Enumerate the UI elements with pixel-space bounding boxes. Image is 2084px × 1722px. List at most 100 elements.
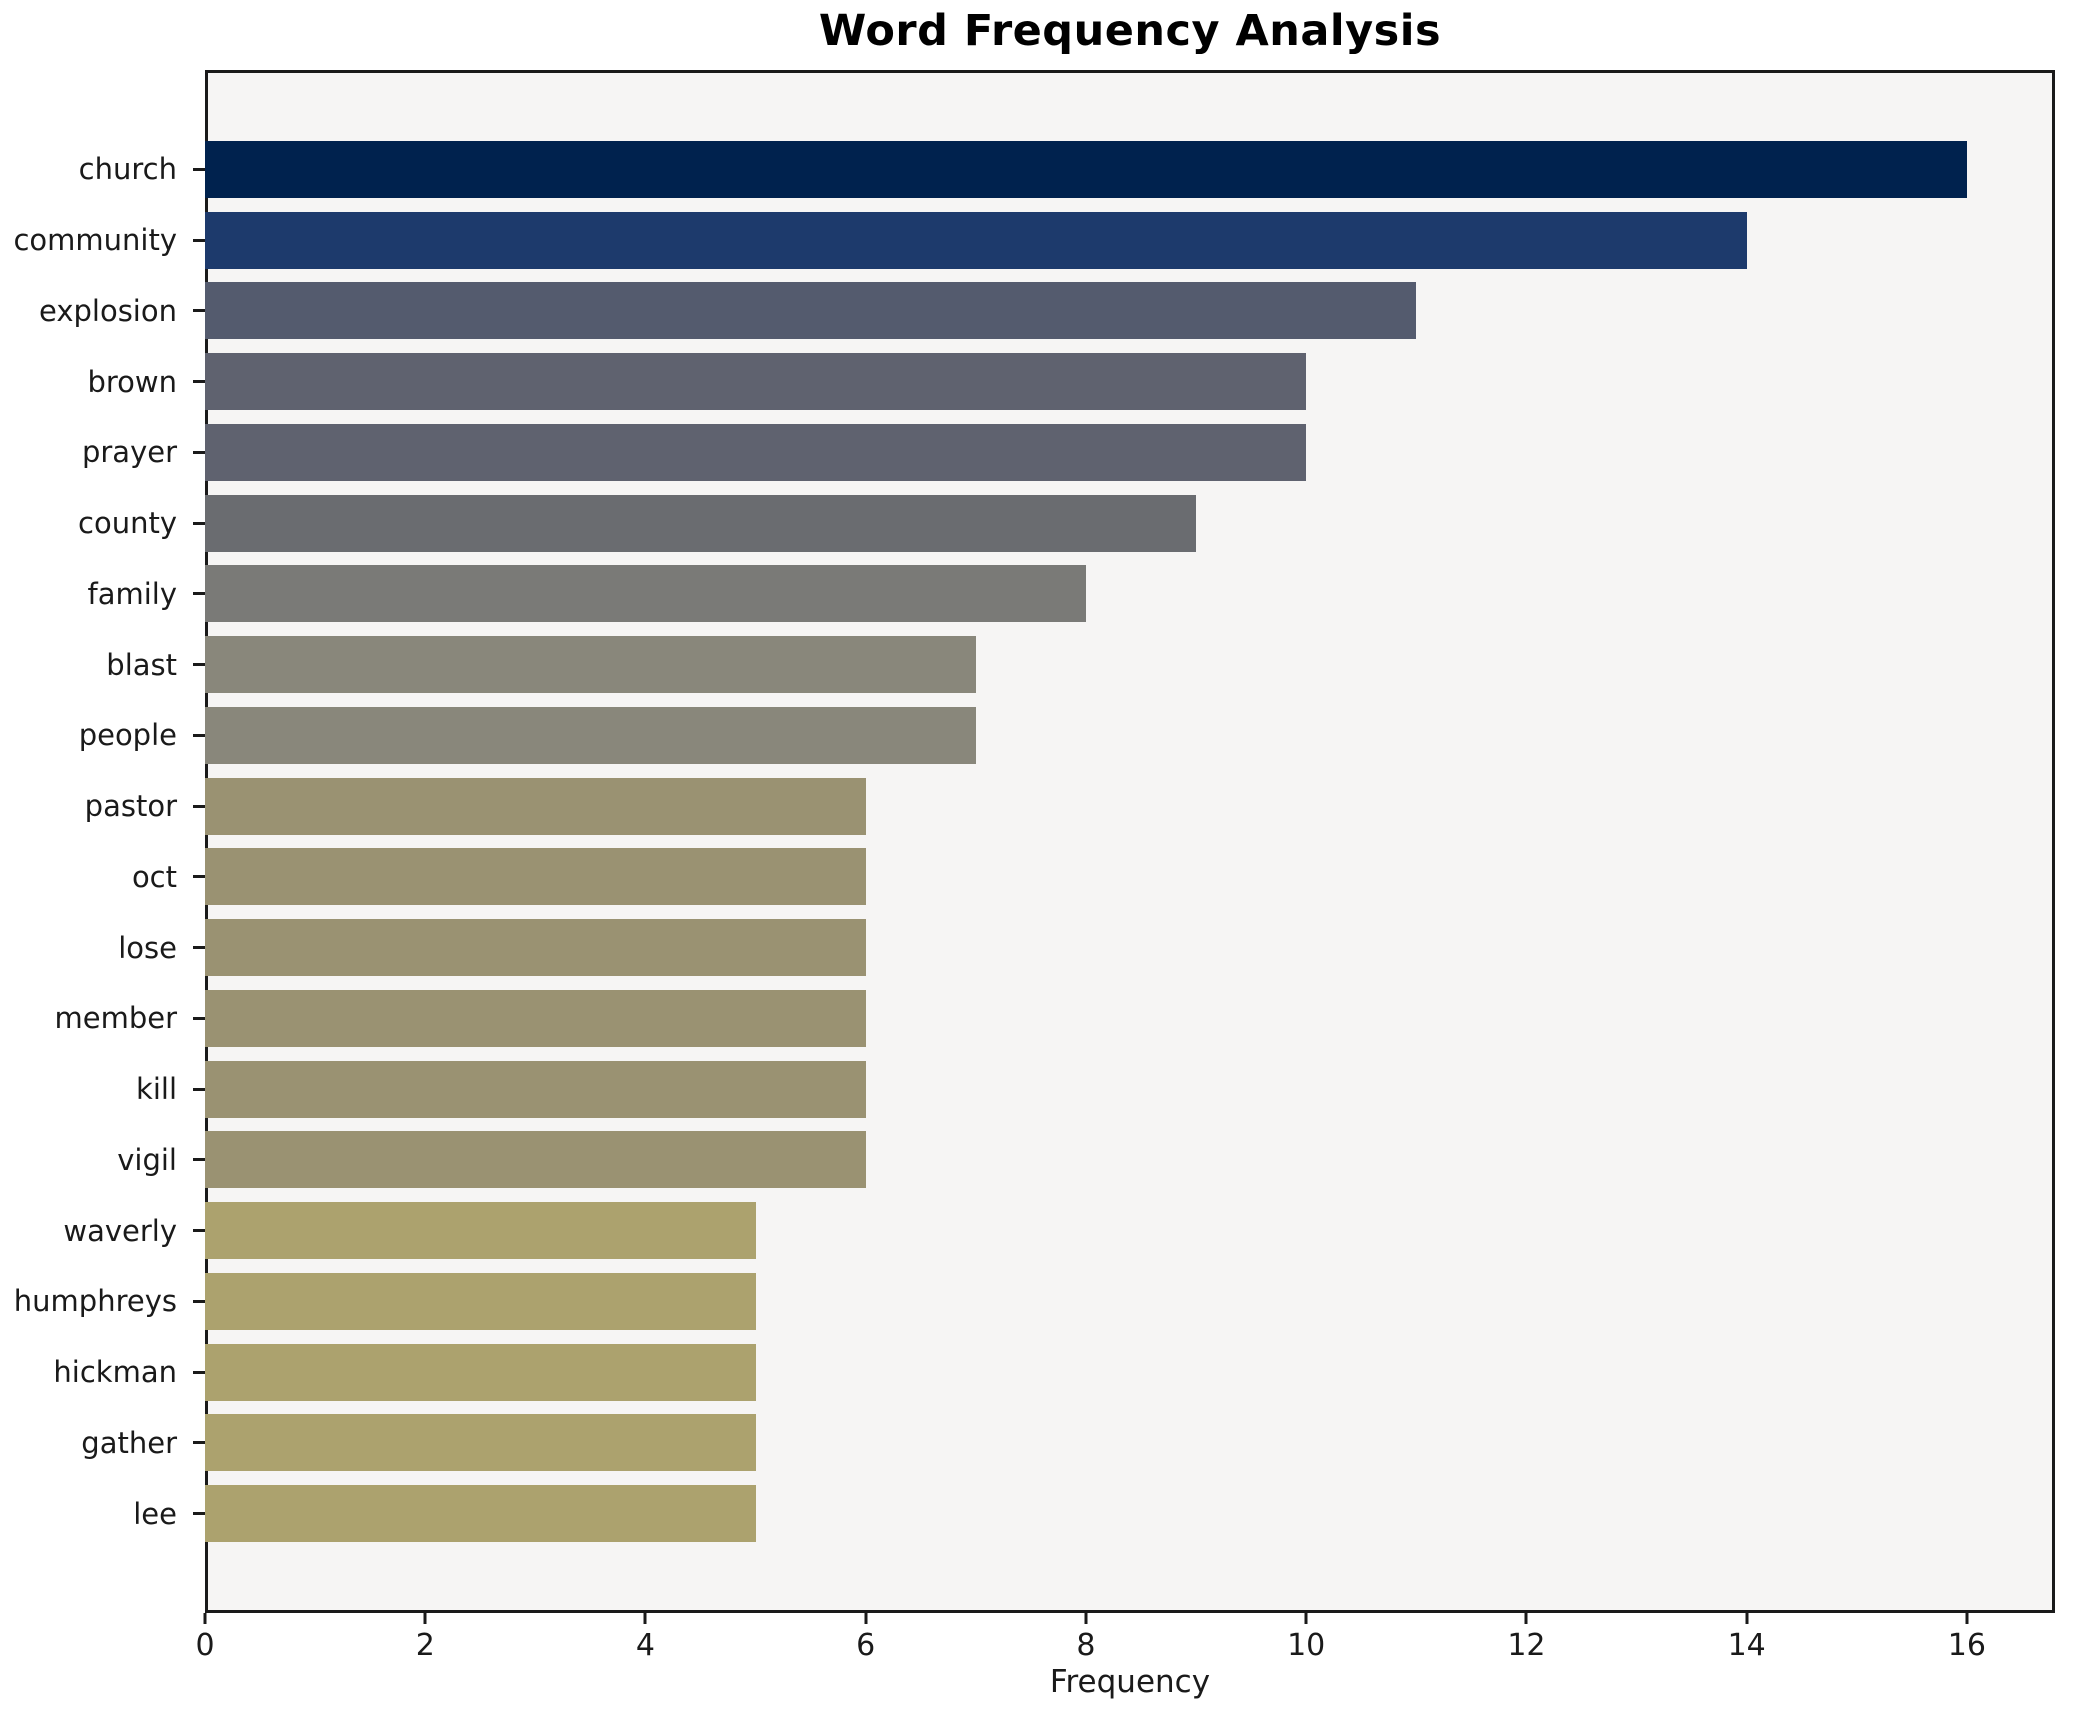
bar-track (205, 1195, 2055, 1266)
y-axis-label: family (87, 576, 177, 611)
bar-row: lee (0, 1478, 2055, 1549)
bar-row: member (0, 983, 2055, 1054)
bar-track (205, 1478, 2055, 1549)
y-axis-label: gather (81, 1425, 177, 1460)
y-tick-mark (193, 238, 205, 242)
bar-row: people (0, 700, 2055, 771)
y-tick-mark (193, 1299, 205, 1303)
y-tick-mark (193, 309, 205, 313)
bar-track (205, 417, 2055, 488)
x-tick-label: 8 (1076, 1628, 1096, 1663)
bar-prayer (205, 423, 1307, 481)
bar-lose (205, 919, 866, 977)
bar-track (205, 205, 2055, 276)
bar-row: vigil (0, 1125, 2055, 1196)
y-axis-label: humphreys (13, 1284, 177, 1319)
bar-row: community (0, 205, 2055, 276)
bar-track (205, 771, 2055, 842)
x-tick-label: 0 (195, 1628, 215, 1663)
x-tick-mark (1084, 1613, 1088, 1624)
x-tick-label: 12 (1507, 1628, 1546, 1663)
y-tick-mark (193, 380, 205, 384)
y-axis-label: waverly (63, 1213, 177, 1248)
bar-row: county (0, 488, 2055, 559)
y-tick-mark (193, 1158, 205, 1162)
x-tick-label: 14 (1727, 1628, 1766, 1663)
y-tick-mark (193, 1087, 205, 1091)
bar-row: waverly (0, 1195, 2055, 1266)
y-axis-label: people (78, 718, 177, 753)
y-tick-mark (193, 946, 205, 950)
bar-kill (205, 1060, 866, 1118)
bar-row: church (0, 134, 2055, 205)
y-tick-mark (193, 521, 205, 525)
bar-track (205, 1408, 2055, 1479)
bar-row: gather (0, 1408, 2055, 1479)
y-axis-label: pastor (84, 789, 177, 824)
bar-track (205, 1337, 2055, 1408)
y-axis-label: oct (131, 859, 177, 894)
x-tick-mark (1524, 1613, 1528, 1624)
bar-row: humphreys (0, 1266, 2055, 1337)
bar-hickman (205, 1343, 756, 1401)
x-tick-mark (1304, 1613, 1308, 1624)
x-tick-mark (864, 1613, 868, 1624)
bars-and-category-labels: church community explosion brown prayer count… (0, 70, 2055, 1613)
bar-humphreys (205, 1272, 756, 1330)
y-axis-label: hickman (53, 1355, 177, 1390)
bar-track (205, 559, 2055, 630)
x-tick-mark (423, 1613, 427, 1624)
y-tick-mark (193, 450, 205, 454)
y-tick-mark (193, 1229, 205, 1233)
bar-track (205, 1266, 2055, 1337)
x-tick-label: 10 (1287, 1628, 1326, 1663)
y-axis-label: explosion (39, 293, 177, 328)
bar-people (205, 706, 976, 764)
bar-track (205, 1125, 2055, 1196)
bar-brown (205, 353, 1307, 411)
bar-track (205, 1054, 2055, 1125)
bar-family (205, 565, 1086, 623)
bar-track (205, 983, 2055, 1054)
y-tick-mark (193, 733, 205, 737)
bar-track (205, 842, 2055, 913)
bar-waverly (205, 1202, 756, 1260)
y-axis-label: kill (136, 1072, 177, 1107)
y-axis-label: prayer (81, 435, 177, 470)
bar-row: explosion (0, 276, 2055, 347)
y-tick-mark (193, 1512, 205, 1516)
x-tick-label: 6 (856, 1628, 876, 1663)
bar-track (205, 700, 2055, 771)
bar-county (205, 494, 1197, 552)
y-tick-mark (193, 804, 205, 808)
x-tick-label: 2 (415, 1628, 435, 1663)
bar-oct (205, 848, 866, 906)
y-axis-label: member (54, 1001, 177, 1036)
y-tick-mark (193, 167, 205, 171)
chart-title: Word Frequency Analysis (818, 6, 1442, 56)
y-tick-mark (193, 1441, 205, 1445)
x-tick-mark (1965, 1613, 1969, 1624)
bar-row: brown (0, 346, 2055, 417)
bar-track (205, 346, 2055, 417)
bar-row: lose (0, 912, 2055, 983)
y-axis-label: county (78, 506, 177, 541)
bar-row: prayer (0, 417, 2055, 488)
bar-community (205, 211, 1747, 269)
x-tick-mark (643, 1613, 647, 1624)
y-axis-label: lose (118, 930, 177, 965)
y-tick-mark (193, 663, 205, 667)
x-axis-title: Frequency (1049, 1664, 1211, 1700)
bar-member (205, 989, 866, 1047)
y-axis-label: vigil (117, 1142, 177, 1177)
y-tick-mark (193, 1370, 205, 1374)
x-tick-label: 4 (635, 1628, 656, 1663)
x-tick-label: 16 (1947, 1628, 1986, 1663)
bar-track (205, 276, 2055, 347)
y-axis-label: brown (87, 364, 177, 399)
y-tick-mark (193, 875, 205, 879)
bar-row: pastor (0, 771, 2055, 842)
bar-row: kill (0, 1054, 2055, 1125)
bar-track (205, 134, 2055, 205)
